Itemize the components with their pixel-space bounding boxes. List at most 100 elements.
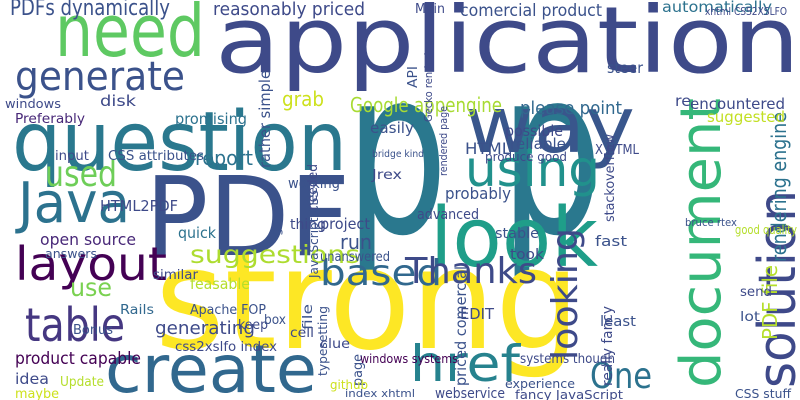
word: keep bbox=[238, 318, 268, 333]
word: way bbox=[465, 81, 635, 171]
word: box bbox=[264, 313, 286, 328]
word: re bbox=[675, 92, 691, 110]
word: xhtml CSS2XSLFO bbox=[705, 5, 787, 18]
word: probably bbox=[445, 184, 511, 203]
word: Rails bbox=[120, 303, 154, 318]
word: encountered bbox=[690, 95, 785, 113]
word: Java bbox=[15, 171, 130, 236]
word: please point bbox=[520, 98, 622, 119]
word: windows bbox=[5, 97, 61, 111]
word: easily bbox=[370, 119, 414, 137]
word: cell bbox=[290, 326, 314, 341]
word: advanced bbox=[417, 207, 479, 223]
word: working bbox=[288, 176, 340, 192]
word: really fancy bbox=[600, 306, 616, 386]
word: systems though bbox=[520, 352, 615, 367]
word: application bbox=[215, 0, 800, 94]
word: Google appengine bbox=[350, 93, 502, 117]
word: comercial product bbox=[460, 1, 602, 21]
word: input bbox=[55, 149, 89, 164]
word: go bbox=[269, 220, 283, 236]
word: EDIT bbox=[460, 305, 495, 323]
word: windows systems bbox=[360, 352, 458, 366]
word: reasonably priced bbox=[213, 0, 365, 20]
word: question bbox=[12, 95, 347, 190]
word: similar bbox=[153, 268, 199, 283]
word: document bbox=[669, 98, 734, 388]
word: clue bbox=[320, 337, 350, 352]
word: PDF file bbox=[758, 265, 782, 340]
word: strong bbox=[155, 219, 580, 382]
word: One bbox=[590, 356, 652, 397]
word: automatically bbox=[662, 0, 772, 16]
word: PDF bbox=[145, 153, 350, 281]
word: using bbox=[465, 140, 600, 198]
word: github bbox=[330, 378, 368, 392]
word: suggestions bbox=[190, 240, 360, 269]
word: generate bbox=[15, 54, 185, 100]
word: quick bbox=[178, 224, 216, 242]
word: webservice bbox=[435, 386, 505, 400]
word: Update bbox=[60, 375, 104, 390]
word: use bbox=[70, 273, 112, 302]
word: JavaScript CSS bbox=[307, 190, 321, 279]
word: rendered page bbox=[437, 106, 450, 176]
word: needed bbox=[306, 164, 321, 210]
word: bridge kind bbox=[372, 149, 424, 160]
word: good quality bbox=[735, 223, 797, 237]
word: produce good bbox=[485, 150, 567, 164]
word: Gecko rendering bbox=[422, 40, 435, 122]
word: priced comercial bbox=[452, 266, 470, 386]
word: steer bbox=[607, 59, 644, 77]
word: least bbox=[600, 314, 637, 330]
word: possible bbox=[505, 122, 563, 140]
word: Preferably bbox=[15, 112, 85, 127]
word: lot bbox=[740, 310, 760, 325]
word: stable bbox=[495, 226, 539, 242]
word: generating bbox=[155, 318, 255, 339]
word: p p bbox=[345, 20, 603, 287]
word: CSS stuff bbox=[735, 387, 792, 400]
word: PDFs dynamically bbox=[10, 0, 170, 21]
word: experience bbox=[505, 377, 575, 391]
word: used bbox=[45, 154, 117, 195]
word: CSS attributes bbox=[108, 149, 204, 164]
word: idea bbox=[15, 370, 49, 388]
word: Thanks bbox=[404, 251, 537, 292]
word: Main bbox=[415, 2, 445, 17]
word: create bbox=[105, 331, 317, 400]
word: send bbox=[740, 285, 772, 300]
word: suggested bbox=[707, 108, 785, 126]
word: index xhtml bbox=[345, 387, 415, 400]
word: took bbox=[510, 247, 545, 263]
word: layout bbox=[15, 237, 167, 291]
word: look bbox=[430, 191, 599, 286]
word: run bbox=[340, 230, 372, 254]
word: report bbox=[195, 146, 253, 170]
word: thing bbox=[290, 217, 326, 233]
word: disk bbox=[100, 92, 136, 110]
word: Jrex bbox=[371, 168, 403, 183]
word: Bonus bbox=[73, 323, 113, 338]
word: stackoverflow bbox=[603, 134, 618, 222]
word: bruce rtex bbox=[685, 216, 737, 229]
word: open source bbox=[40, 230, 136, 249]
word: product capable bbox=[15, 349, 141, 369]
word: API bbox=[406, 66, 421, 88]
word: HTML2PDF bbox=[100, 197, 178, 215]
word: need bbox=[55, 0, 205, 73]
word: href bbox=[410, 335, 522, 393]
word: solution bbox=[748, 190, 800, 388]
word: X HTML bbox=[595, 143, 640, 158]
word: grab bbox=[282, 87, 324, 111]
word: based bbox=[320, 253, 442, 294]
word: typesetting bbox=[316, 306, 330, 376]
word: looking bbox=[545, 228, 586, 360]
word: fast bbox=[595, 234, 628, 250]
word: rendering engine bbox=[767, 112, 791, 262]
word: feasable bbox=[190, 275, 250, 293]
word: css2xslfo index bbox=[175, 340, 277, 355]
word: Apache FOP bbox=[190, 303, 266, 318]
